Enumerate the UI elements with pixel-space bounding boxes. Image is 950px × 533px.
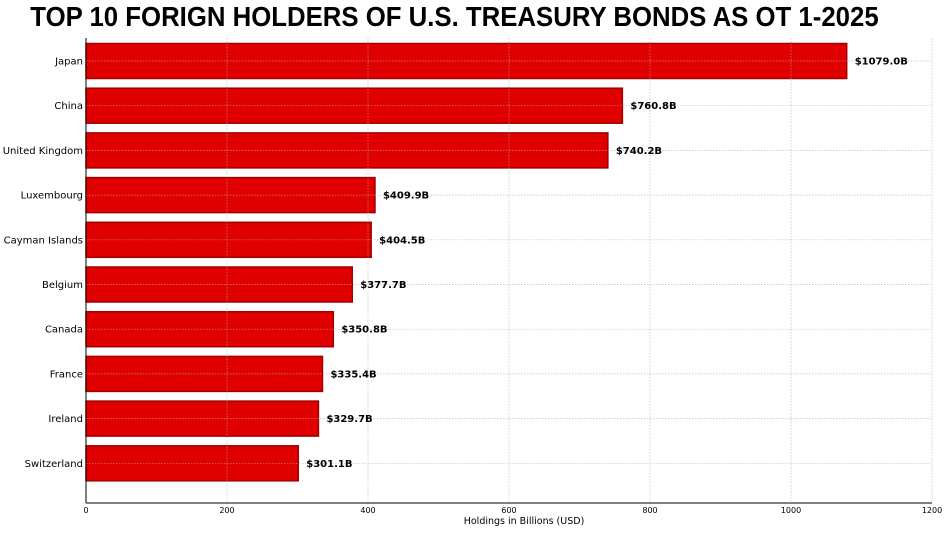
y-tick-label: Switzerland	[25, 459, 83, 470]
y-tick-label: Japan	[54, 57, 83, 68]
y-tick-label: Luxembourg	[21, 191, 83, 202]
x-tick-label: 1200	[922, 506, 942, 515]
data-label: $404.5B	[379, 235, 425, 246]
y-tick-label: Ireland	[48, 414, 83, 425]
x-tick-label: 400	[360, 506, 375, 515]
data-label: $1079.0B	[855, 57, 908, 68]
data-label: $740.2B	[616, 146, 662, 157]
bar-united-kingdom	[85, 132, 609, 169]
data-label: $329.7B	[326, 414, 372, 425]
y-tick-label: France	[50, 369, 83, 380]
y-tick-label: Belgium	[42, 280, 83, 291]
x-tick-label: 600	[501, 506, 516, 515]
chart-title: TOP 10 FORIGN HOLDERS OF U.S. TREASURY B…	[30, 1, 879, 32]
data-label: $409.9B	[383, 191, 429, 202]
y-tick-label: Canada	[45, 325, 83, 336]
y-tick-label: Cayman Islands	[4, 235, 83, 246]
data-label: $350.8B	[341, 325, 387, 336]
x-tick-label: 0	[83, 506, 88, 515]
x-axis-label: Holdings in Billions (USD)	[464, 516, 585, 527]
bar-ireland	[85, 400, 320, 437]
x-tick-label: 1000	[781, 506, 801, 515]
data-label: $335.4B	[330, 369, 376, 380]
y-tick-label: United Kingdom	[3, 146, 83, 157]
data-label: $377.7B	[360, 280, 406, 291]
data-label: $760.8B	[630, 101, 676, 112]
x-tick-label: 200	[219, 506, 234, 515]
x-tick-label: 800	[642, 506, 657, 515]
y-tick-label: China	[54, 101, 83, 112]
data-label: $301.1B	[306, 459, 352, 470]
